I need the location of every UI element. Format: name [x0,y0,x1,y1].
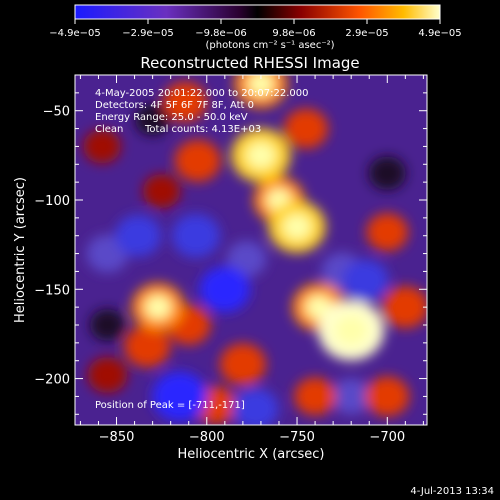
plot-frame [74,74,428,426]
colorbar-unit-label: (photons cm⁻² s⁻¹ asec⁻²) [205,40,334,51]
annotation-detectors: Detectors: 4F 5F 6F 7F 8F, Att 0 [95,100,254,111]
heatmap-cell [135,103,171,136]
colorbar-tick-label: −9.8e−06 [195,28,247,39]
colorbar-ticks [74,19,441,24]
heatmap-cell [368,156,406,191]
heatmap-cell [365,376,410,417]
x-tick-label: −850 [99,430,135,445]
heatmap-cell [87,357,128,393]
colorbar-tick-label: −2.9e−05 [122,28,174,39]
colorbar-tick-label: 4.9e−05 [418,28,461,39]
annotation-algorithm: Clean [95,124,123,135]
x-tick-label: −800 [189,430,225,445]
annotation-peak-position: Position of Peak = [-711,-171] [95,400,245,411]
annotation-time-range: 4-May-2005 20:01:22.000 to 20:07:22.000 [95,88,308,99]
heatmap-cell [294,377,336,416]
heatmap-cell [142,174,181,209]
heatmap-cell [89,309,126,341]
colorbar-tick-labels: −4.9e−05 −2.9e−05 −9.8e−06 9.8e−06 2.9e−05 4.… [49,28,461,39]
heatmap-cell [282,213,312,240]
heatmap-cell [171,213,221,258]
heatmap-cell [342,259,389,302]
heatmap-cell [124,325,171,368]
heatmap-cell [331,378,371,415]
heatmap-cell [174,139,221,182]
heatmap-cell [163,81,208,122]
heatmap-cell [232,387,279,425]
chart-title: Reconstructed RHESSI Image [140,54,359,72]
colorbar-tick-label: −4.9e−05 [49,28,101,39]
heatmap-cell [382,286,427,329]
y-tick-label: −100 [34,194,70,209]
x-tick-label: −700 [369,430,405,445]
colorbar [74,4,441,20]
y-tick-label: −200 [34,373,70,388]
heatmap-cell [199,266,251,313]
annotation-total-counts: Total counts: 4.13E+03 [144,124,261,135]
heatmap-image [83,75,427,425]
heatmap-cell [83,129,121,164]
y-tick-label: −50 [43,105,70,120]
x-axis: −850 −800 −750 −700 [79,75,424,445]
info-annotations: 4-May-2005 20:01:22.000 to 20:07:22.000 … [95,88,308,411]
x-axis-label: Heliocentric X (arcsec) [178,447,325,462]
heatmap-cell [284,108,329,149]
heatmap-cell [247,75,275,96]
heatmap-cell [246,141,276,169]
heatmap-cell [152,371,208,422]
y-axis: −50 −100 −150 −200 [34,74,427,415]
heatmap-cell [366,213,409,252]
heatmap-cell [334,315,368,346]
colorbar-tick-label: 2.9e−05 [345,28,388,39]
colorbar-tick-label: 9.8e−06 [272,28,315,39]
y-axis-label: Heliocentric Y (arcsec) [13,177,28,323]
footer-timestamp: 4-Jul-2013 13:34 [410,486,494,497]
heatmap-cell [226,240,267,277]
heatmap-cell [144,295,172,320]
y-tick-label: −150 [34,283,70,298]
annotation-energy-range: Energy Range: 25.0 - 50.0 keV [95,112,248,123]
x-tick-label: −750 [279,430,315,445]
heatmap-cell [219,343,266,386]
heatmap-cell [115,214,162,257]
